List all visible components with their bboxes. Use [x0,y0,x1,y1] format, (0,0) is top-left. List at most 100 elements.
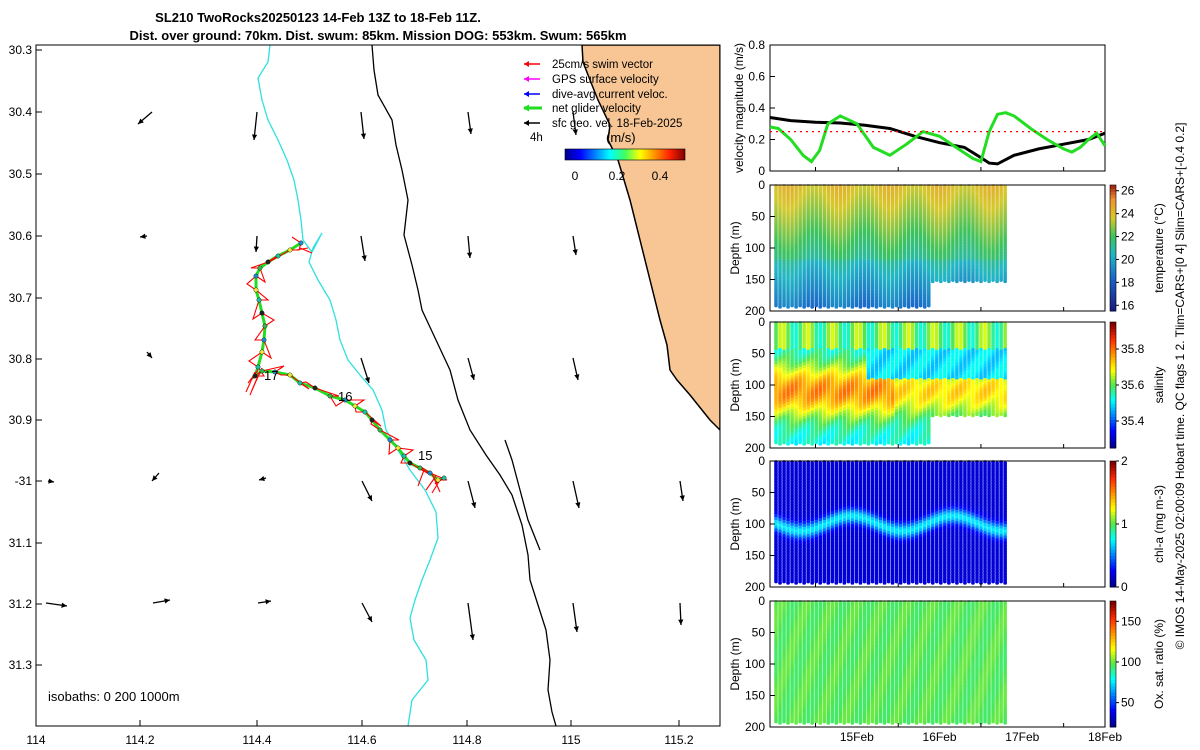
map-y-tick-label: 31.2 [9,597,33,611]
profile-sample [979,279,983,284]
map-y-tick-label: 31.1 [9,536,33,550]
profile-sample [834,304,839,309]
profile-sample [930,413,935,418]
sfc-velocity-arrow-head [138,118,144,124]
map-y-tick-label: 30.8 [9,352,33,366]
colorbar-tick-label: 35.4 [1121,414,1145,428]
profile-sample [935,277,939,282]
legend-item-dive: dive-avg current veloc. [524,89,668,101]
profile-sample [898,304,903,309]
sfc-velocity-arrow-head [469,634,475,640]
day-label-15: 15 [418,448,432,463]
profile-sample [898,441,903,446]
profile-sample [810,304,814,309]
profile-sample [882,304,887,309]
sfc-velocity-arrow-shaft [467,602,474,641]
profile-sample [935,411,939,416]
depth-tick-label: 0 [758,315,765,329]
profile-sample [967,411,971,416]
sfc-velocity-arrow [466,235,473,259]
map-panel: 114 114.2 114.4 114.6 114.8 115 115.2 30.330.4… [9,43,721,747]
track-position-dot [261,337,267,343]
colorbar-segment [1110,295,1116,299]
profile-sample [858,441,863,446]
profile-sample [866,441,871,446]
track-position-dot [298,240,304,246]
profile-sample [930,279,935,284]
track-position-dot [253,287,259,293]
map-colorbar-tick-0: 0 [572,169,579,183]
profile-sample [790,440,794,445]
sfc-velocity-arrow-head [360,133,366,139]
colorbar-segment [1110,248,1116,252]
sfc-velocity-arrow-head [679,495,685,501]
profile-sample [983,277,987,282]
map-colorbar-title: (m/s) [606,130,636,145]
colorbar-segment [1110,188,1116,192]
track-position-dot [342,397,348,403]
profile-sample [774,303,778,308]
colorbar-tick-label: 26 [1121,184,1135,198]
colorbar-segment [1110,359,1116,364]
profile-sample [866,304,871,309]
profile-sample [774,440,778,445]
track-position-dot [297,380,303,386]
map-colorbar [564,148,686,161]
profile-sample [947,279,951,284]
profile-sample [838,303,843,308]
profile-sample [882,441,887,446]
profile-sample [850,304,855,309]
sfc-velocity-arrow [572,357,580,381]
colorbar-segment [1110,244,1116,249]
depth-axis-label: Depth (m) [728,221,742,274]
track-position-dot [272,369,278,375]
colorbar-segment [1110,203,1116,208]
profile-sample [818,304,823,309]
colorbar-segment [1110,185,1116,189]
legend-item-sfc: sfc geo. vel. 18-Feb-2025 [524,118,682,130]
track-position-dot [287,372,293,378]
colorbar-segment [1110,322,1116,326]
sfc-velocity-arrow [253,235,259,253]
figure-title-line2: Dist. over ground: 70km. Dist. swum: 85k… [129,28,626,43]
profile-sample [890,441,895,446]
velocity-ylabel: velocity magnitude (m/s) [732,43,746,173]
day-label-17: 17 [264,368,278,383]
legend-label-swim: 25cm/s swim vector [552,59,653,71]
profile-sample [926,303,931,308]
colorbar-segment [1110,394,1116,399]
depth-tick-label: 50 [752,347,766,361]
sfc-velocity-arrow [360,357,370,384]
profile-sample [794,441,798,446]
track-position-dot [256,297,262,303]
profile-sample [922,441,927,446]
isobath-200m [371,45,557,726]
profile-sample [991,277,995,282]
swim-vector-zigzag [246,236,448,485]
coastline-land [581,45,720,432]
profile-sample [979,413,983,418]
sfc-velocity-arrow-head [572,249,578,255]
sfc-velocity-arrow-head [140,233,146,239]
colorbar-segment [1110,260,1116,265]
colorbar-segment [1110,331,1116,336]
map-x-tick-label: 115.2 [664,733,693,747]
colorbar-segment [1110,344,1116,348]
colorbar-segment [1110,435,1116,440]
sfc-velocity-arrow [360,111,366,140]
track-position-dot [259,310,265,316]
sfc-velocity-arrow [467,111,473,135]
track-position-dot [252,373,258,379]
track-position-dot [352,403,358,409]
profile-sample [806,303,810,308]
track-position-dot [417,465,423,471]
legend-item-swim: 25cm/s swim vector [524,59,653,71]
sfc-velocity-arrow-head [265,599,271,605]
profile-sample [854,303,859,308]
track-position-dot [362,409,368,415]
map-x-tick-label: 114.8 [452,733,481,747]
sfc-velocity-arrow-head [152,475,158,481]
